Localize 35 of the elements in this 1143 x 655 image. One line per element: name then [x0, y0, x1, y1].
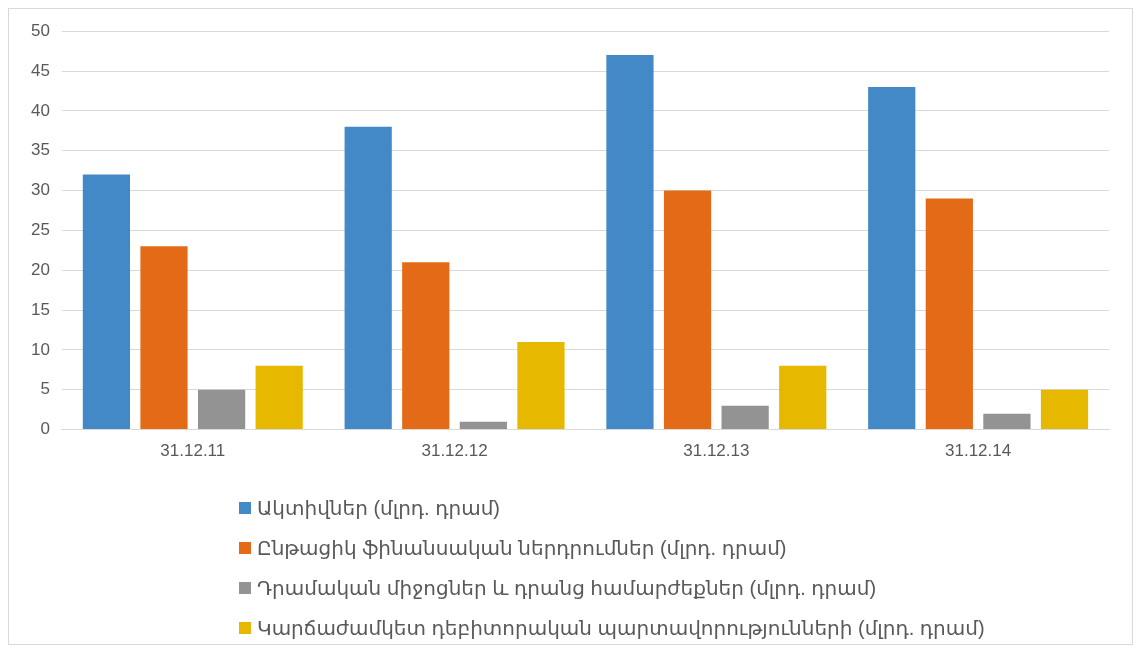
x-tick-label: 31.12.13: [683, 441, 750, 461]
y-tick-label: 30: [30, 180, 50, 200]
bar: [983, 413, 1031, 430]
bar: [82, 174, 131, 430]
y-tick-label: 40: [30, 100, 50, 120]
bar: [606, 55, 654, 430]
y-tick-label: 0: [40, 419, 50, 439]
bar: [868, 86, 916, 430]
bar: [459, 421, 507, 430]
bar: [779, 365, 827, 430]
y-tick-label: 50: [30, 20, 50, 40]
y-tick-label: 25: [30, 220, 50, 240]
bar: [344, 126, 392, 430]
bar: [517, 341, 565, 430]
legend-label: Ակտիվներ (մլրդ. դրամ): [257, 496, 500, 520]
x-tick-label: 31.12.14: [945, 441, 1012, 461]
legend-label: Կարճաժամկետ դեբիտորական պարտավորությունների (մլրդ. դրամ): [257, 616, 985, 640]
x-tick-label: 31.12.11: [160, 441, 226, 461]
y-tick-label: 10: [30, 339, 50, 359]
y-tick-label: 35: [30, 140, 50, 160]
bar: [255, 365, 303, 430]
bar: [197, 389, 246, 430]
y-tick-label: 5: [40, 379, 50, 399]
legend-label: Դրամական միջոցներ և դրանց համարժեքներ (մլրդ. դրամ): [257, 576, 877, 600]
bar: [663, 190, 712, 430]
y-tick-label: 45: [30, 60, 50, 80]
bar: [721, 405, 769, 430]
bar: [925, 198, 973, 430]
bar: [402, 262, 450, 430]
x-tick-label: 31.12.12: [421, 441, 488, 461]
y-tick-label: 20: [30, 259, 50, 279]
bar: [140, 246, 188, 430]
legend-label: Ընթացիկ ֆինանսական ներդրումներ (մլրդ. դրամ): [257, 536, 787, 560]
bar: [1040, 389, 1089, 430]
y-tick-label: 15: [30, 299, 50, 319]
